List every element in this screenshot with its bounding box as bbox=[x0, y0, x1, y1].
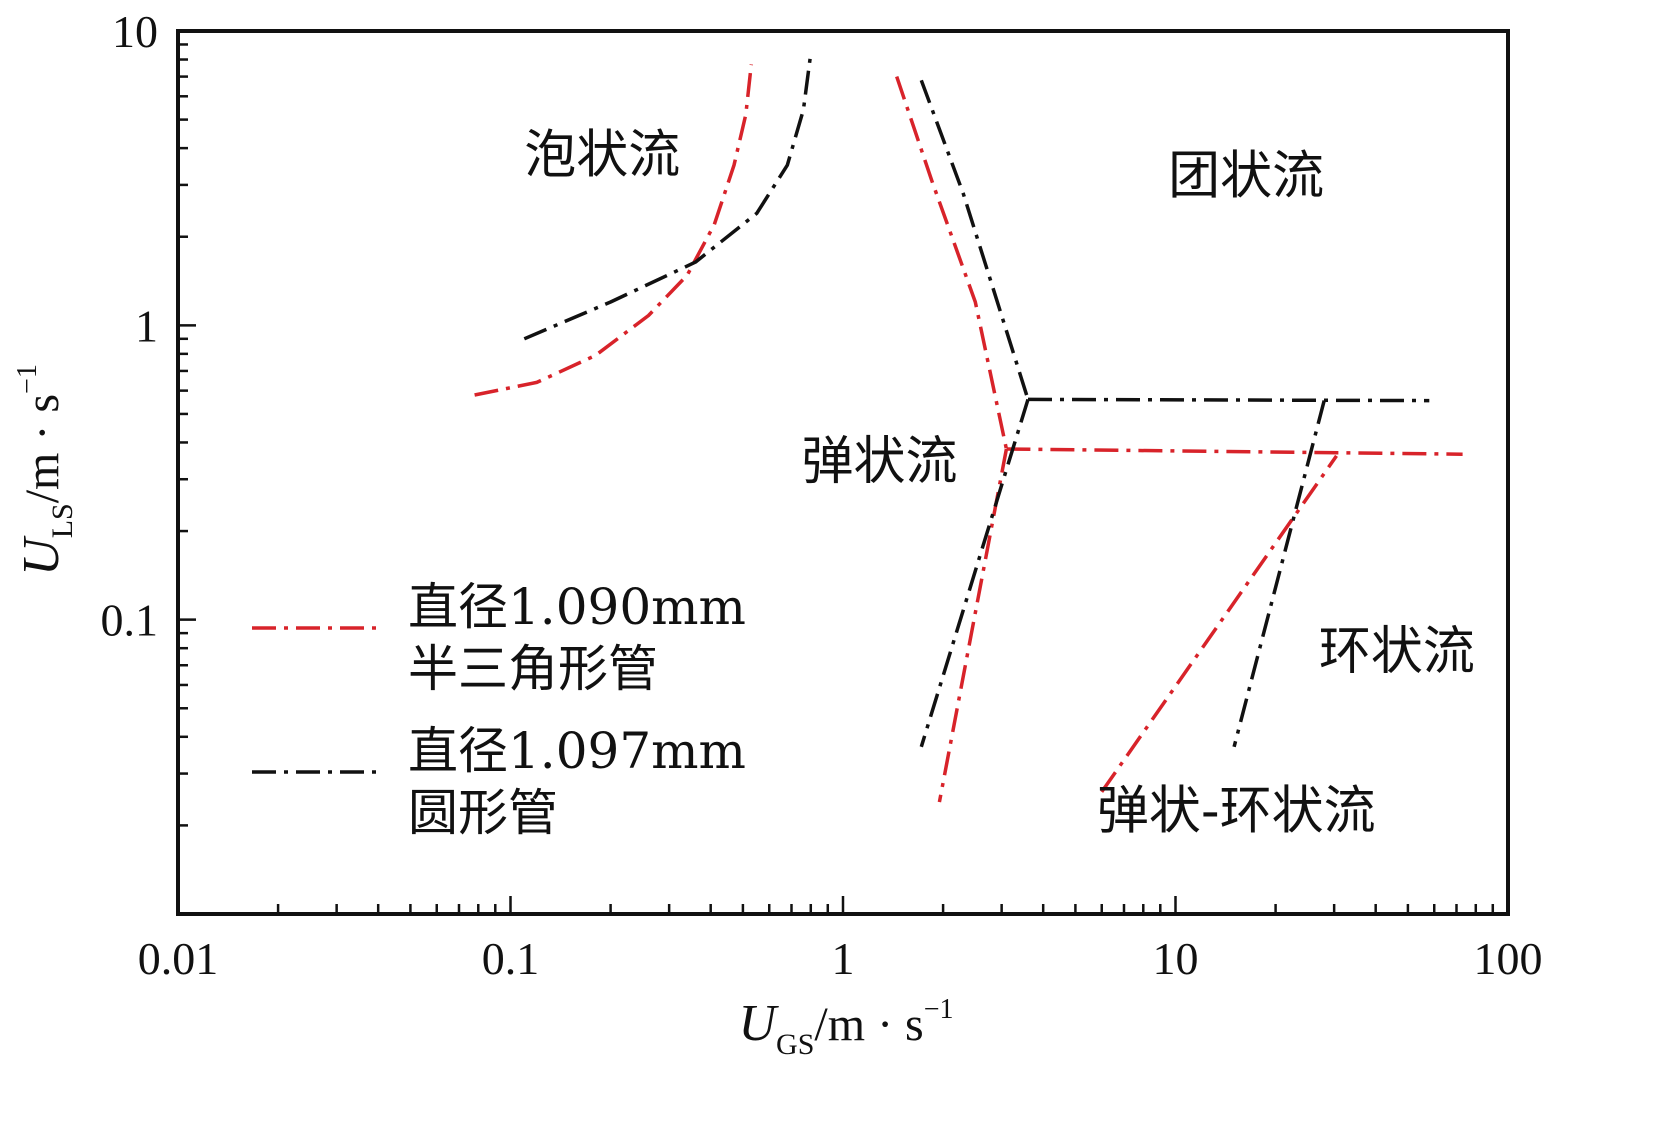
series-1-curve-2 bbox=[1027, 397, 1430, 403]
series-0-curve-1 bbox=[895, 76, 1009, 450]
x-tick-label: 10 bbox=[1153, 933, 1199, 984]
series-1-curve-3 bbox=[919, 398, 1030, 748]
y-tick-label: 10 bbox=[112, 6, 158, 57]
series-0-curve-4 bbox=[1100, 454, 1338, 793]
series-0-curve-2 bbox=[1006, 447, 1463, 456]
legend-label-triangular-tube: 直径1.090mm 半三角形管 bbox=[408, 578, 746, 698]
y-axis-sub: LS bbox=[46, 503, 79, 538]
ticks-layer bbox=[178, 43, 1495, 914]
x-tick-label: 0.01 bbox=[138, 933, 219, 984]
legend-line: 直径1.090mm bbox=[408, 578, 746, 636]
region-label-2: 弹状流 bbox=[801, 432, 957, 492]
y-axis-title: ULS/m · s−1 bbox=[12, 364, 79, 576]
y-tick-label: 0.1 bbox=[101, 595, 159, 646]
series-0-curve-3 bbox=[937, 448, 1009, 803]
region-label-0: 泡状流 bbox=[524, 126, 680, 186]
y-axis-var: U bbox=[13, 535, 70, 576]
tick-labels-layer: 0.01 0.1 1 10 100 0.1 1 10 bbox=[101, 6, 1543, 984]
x-axis-exp: −1 bbox=[924, 994, 954, 1025]
x-axis-var: U bbox=[738, 995, 779, 1052]
y-tick-label: 1 bbox=[135, 300, 158, 351]
y-axis-exp: −1 bbox=[12, 364, 43, 394]
legend-line: 直径1.097mm bbox=[408, 722, 746, 780]
x-axis-sub: GS bbox=[776, 1028, 814, 1061]
curves-layer bbox=[474, 53, 1463, 803]
region-label-1: 团状流 bbox=[1168, 147, 1324, 207]
y-axis-unit: /m · s bbox=[16, 394, 69, 503]
x-tick-label: 100 bbox=[1474, 933, 1543, 984]
legend: 直径1.090mm 半三角形管 直径1.097mm 圆形管 bbox=[252, 578, 746, 842]
x-axis-unit: /m · s bbox=[814, 998, 923, 1051]
series-1-curve-4 bbox=[1232, 400, 1326, 748]
legend-line: 圆形管 bbox=[408, 784, 558, 842]
series-0-curve-0 bbox=[474, 64, 754, 397]
legend-line: 半三角形管 bbox=[408, 640, 658, 698]
legend-label-circular-tube: 直径1.097mm 圆形管 bbox=[408, 722, 746, 842]
region-label-3: 环状流 bbox=[1319, 622, 1475, 682]
x-tick-label: 0.1 bbox=[482, 933, 540, 984]
series-1-curve-0 bbox=[523, 53, 813, 341]
series-1-curve-1 bbox=[919, 79, 1030, 400]
x-tick-label: 1 bbox=[832, 933, 855, 984]
x-axis-title: UGS/m · s−1 bbox=[738, 994, 953, 1061]
region-label-4: 弹状-环状流 bbox=[1097, 782, 1376, 842]
